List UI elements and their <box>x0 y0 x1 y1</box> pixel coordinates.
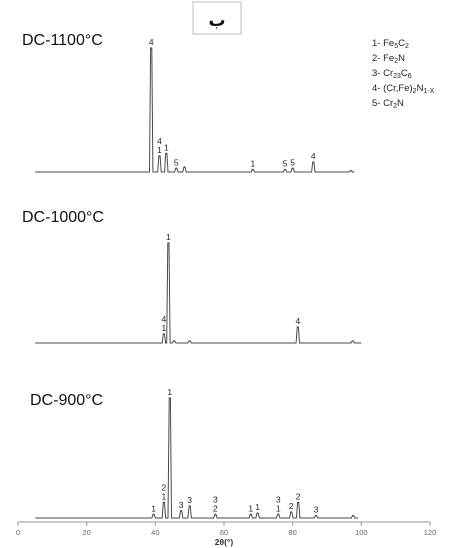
peak-label: 3 <box>314 505 319 515</box>
x-axis: 0 20 40 60 80 100 120 2θ(°) <box>16 521 436 547</box>
peak-point <box>284 168 286 171</box>
badge-box <box>192 1 242 35</box>
peak-label: 4 <box>311 151 316 161</box>
peak-label: 1 <box>248 503 253 513</box>
panel-title: DC-1000°C <box>22 209 104 226</box>
peak-point <box>297 501 299 504</box>
peak-label: 1 <box>151 503 156 513</box>
legend-entry: 5- Cr2N <box>372 98 404 110</box>
peak-label: 1 <box>157 145 162 155</box>
x-tick-label: 0 <box>16 528 20 537</box>
peak-point <box>312 161 315 163</box>
peak-label: 3 <box>213 494 218 504</box>
badge-letter: ب <box>208 11 225 31</box>
peak-point <box>167 242 170 244</box>
peak-label: 1 <box>162 323 167 333</box>
x-axis-ticks: 0 20 40 60 80 100 120 <box>16 522 436 537</box>
peak-label: 2 <box>289 501 294 511</box>
peak-label: 3 <box>276 494 281 504</box>
peak-label: 4 <box>157 136 162 146</box>
x-tick-label: 100 <box>355 528 368 537</box>
peak-label: 3 <box>187 495 192 505</box>
peak-point <box>352 514 354 517</box>
peak-label: 1 <box>167 387 172 397</box>
peak-point <box>290 511 293 513</box>
peak-point <box>175 167 178 170</box>
peak-point <box>173 340 176 342</box>
peak-label: 4 <box>295 316 300 326</box>
xrd-panels: DC-1100°C 441 15 1 5 54DC-1000°C4114DC-900°C1… <box>22 32 362 519</box>
peak-label: 4 <box>149 37 154 47</box>
peak-label: 5 <box>290 157 295 167</box>
peak-point <box>277 513 280 516</box>
peak-label: 2 <box>296 491 301 501</box>
peak-point <box>350 169 352 172</box>
peak-label: 3 <box>179 500 184 510</box>
x-tick-label: 80 <box>288 528 296 537</box>
xrd-pattern-line <box>35 242 362 344</box>
peak-point <box>183 166 186 168</box>
peak-point <box>351 340 354 342</box>
peak-label: 2 <box>162 482 167 492</box>
x-tick-label: 60 <box>220 528 228 537</box>
header-badge: ب <box>192 1 242 35</box>
peak-point <box>188 505 191 507</box>
peak-point <box>180 510 182 512</box>
x-tick-label: 120 <box>424 528 437 537</box>
peak-label: 1 <box>166 232 171 242</box>
legend-entry: 4- (Cr,Fe)2N1-X <box>372 83 435 95</box>
peak-point <box>158 155 161 157</box>
peak-label: 5 <box>174 157 179 167</box>
peak-label: 1 <box>255 502 260 512</box>
peak-point <box>252 168 254 171</box>
peak-label: 2 <box>213 503 218 513</box>
peak-point <box>297 326 299 328</box>
x-axis-title: 2θ(°) <box>215 537 234 547</box>
peak-label: 4 <box>162 314 167 324</box>
panel-title: DC-900°C <box>30 392 103 409</box>
peak-point <box>188 340 191 342</box>
x-tick-label: 20 <box>82 528 90 537</box>
peak-label: 1 <box>276 503 281 513</box>
peak-point <box>150 47 153 49</box>
legend-entry: 2- Fe2N <box>372 53 405 65</box>
phase-legend: 1- Fe5C2 2- Fe2N 3- Cr23C6 4- (Cr,Fe)2N1-X 5… <box>372 38 435 110</box>
peak-point <box>152 513 155 516</box>
peak-label: 1 <box>250 159 255 169</box>
peak-point <box>291 167 294 170</box>
peak-point <box>214 513 217 516</box>
x-tick-label: 40 <box>151 528 159 537</box>
panel-1: DC-1100°C 441 15 1 5 54 <box>22 32 355 173</box>
legend-entry: 1- Fe5C2 <box>372 38 409 50</box>
peak-label: 1 <box>164 142 169 152</box>
peak-point <box>315 514 317 517</box>
peak-point <box>163 333 165 335</box>
peak-label: 1 <box>162 491 167 501</box>
panel-title: DC-1100°C <box>22 32 103 49</box>
peak-point <box>249 513 252 516</box>
peak-point <box>168 397 171 399</box>
peak-point <box>165 152 168 155</box>
peak-point <box>163 501 165 504</box>
legend-entry: 3- Cr23C6 <box>372 68 412 80</box>
peak-label: 5 <box>283 159 288 169</box>
peak-point <box>256 512 259 514</box>
